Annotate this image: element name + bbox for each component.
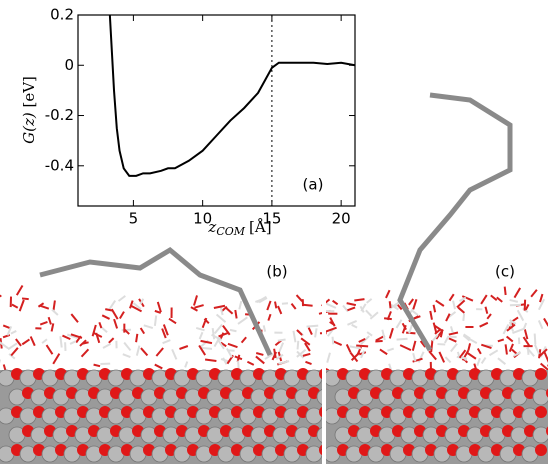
- water-bond: [60, 336, 61, 347]
- y-tick-label: -0.2: [45, 106, 74, 124]
- metal-atom: [533, 389, 548, 405]
- water-bond: [201, 348, 212, 349]
- y-tick-label: -0.4: [45, 156, 74, 174]
- water-bond: [356, 346, 368, 347]
- water-bond: [431, 340, 432, 352]
- water-bond: [155, 316, 156, 326]
- y-tick-label: 0: [64, 56, 74, 74]
- water-bond: [535, 334, 536, 345]
- panel-label: (a): [303, 176, 324, 194]
- y-axis-label: G(z) [eV]: [20, 76, 38, 144]
- water-bond: [303, 305, 313, 306]
- water-bond: [105, 309, 112, 310]
- water-bond: [275, 302, 276, 309]
- water-bond: [506, 344, 507, 354]
- water-bond: [463, 313, 464, 320]
- water-bond: [83, 342, 89, 343]
- water-bond: [278, 340, 286, 341]
- water-bond: [230, 330, 237, 331]
- water-bond: [397, 339, 408, 340]
- water-bond: [298, 341, 299, 350]
- water-bond: [384, 318, 392, 319]
- y-label-var: G(z): [20, 112, 38, 144]
- water-bond: [354, 299, 364, 300]
- x-tick-label: 10: [193, 210, 212, 228]
- x-tick-label: 5: [129, 210, 139, 228]
- water-bond: [136, 334, 137, 342]
- x-tick-label: 15: [262, 210, 281, 228]
- water-bond: [333, 337, 334, 344]
- metal-atom: [533, 427, 548, 443]
- x-tick-label: 20: [332, 210, 351, 228]
- oxygen-atom: [535, 368, 547, 380]
- water-bond: [505, 287, 506, 295]
- water-bond: [390, 301, 391, 308]
- panel-label: (b): [266, 263, 287, 281]
- oxygen-atom: [535, 444, 547, 456]
- water-bond: [406, 333, 415, 334]
- water-bond: [22, 298, 29, 299]
- water-bond: [235, 310, 236, 318]
- water-bond: [307, 326, 319, 327]
- panel-label: (c): [495, 263, 515, 281]
- oxygen-atom: [535, 406, 547, 418]
- water-bond: [54, 300, 55, 310]
- panel-divider: [322, 250, 326, 464]
- x-label-sub: COM: [216, 225, 245, 238]
- y-tick-label: 0.2: [50, 6, 74, 24]
- y-label-unit: [eV]: [20, 76, 38, 107]
